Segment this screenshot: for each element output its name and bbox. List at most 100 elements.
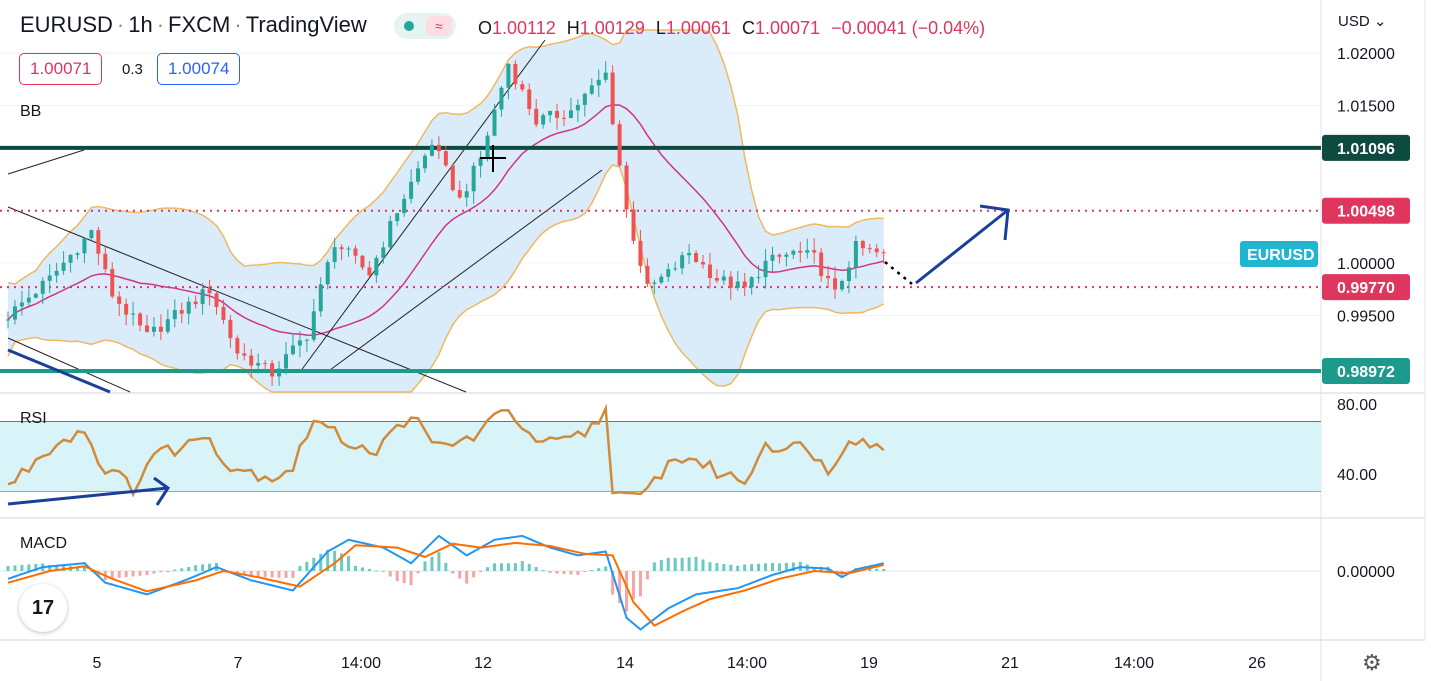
macd-hist-bar <box>388 571 392 577</box>
macd-hist-bar <box>124 571 128 578</box>
rsi-tick-1: 40.00 <box>1337 467 1377 484</box>
candle-body <box>534 108 539 125</box>
candle-body <box>840 281 844 290</box>
spread-value: 0.3 <box>122 61 143 78</box>
macd-hist-bar <box>291 571 295 579</box>
macd-hist-bar <box>354 565 357 571</box>
candle-body <box>325 262 330 285</box>
macd-hist-bar <box>437 552 441 571</box>
macd-hist-bar <box>583 571 587 572</box>
tradingview-logo[interactable]: 17 <box>19 584 67 632</box>
macd-hist-bar <box>409 571 413 586</box>
macd-hist-bar <box>486 567 490 571</box>
currency-selector[interactable]: USD ⌄ <box>1338 13 1387 30</box>
macd-hist-bar <box>604 566 608 571</box>
candle-body <box>443 151 448 166</box>
rsi-arrow-head <box>153 476 171 506</box>
candle-body <box>617 124 622 166</box>
candle-body <box>284 354 288 369</box>
price-tick-0: 1.02000 <box>1337 46 1395 63</box>
market-status-pill[interactable]: ≈ <box>394 13 456 39</box>
candle-body <box>6 319 10 321</box>
macd-hist-bar <box>76 566 79 571</box>
candle-body <box>117 296 122 304</box>
candle-body <box>339 247 344 250</box>
macd-hist-bar <box>562 571 566 575</box>
macd-hist-bar <box>590 569 594 571</box>
macd-hist-bar <box>548 571 552 574</box>
level-tag-0: 1.01096 <box>1337 141 1395 158</box>
projection-dots <box>884 261 913 285</box>
macd-hist-bar <box>402 571 406 584</box>
time-tick-4: 14 <box>616 655 634 672</box>
macd-hist-bar <box>249 571 253 577</box>
macd-hist-bar <box>465 571 469 584</box>
macd-hist-bar <box>187 566 191 571</box>
candle-body <box>589 85 594 94</box>
macd-hist-bar <box>736 565 740 571</box>
macd-hist-bar <box>416 571 420 574</box>
macd-hist-bar <box>764 563 768 571</box>
candle-body <box>506 63 511 88</box>
macd-hist-bar <box>152 571 156 574</box>
candle-body <box>624 165 629 210</box>
macd-hist-bar <box>284 571 288 578</box>
bb-lower-band <box>7 164 885 393</box>
macd-hist-bar <box>499 563 503 571</box>
macd-indicator-label[interactable]: MACD <box>20 535 68 552</box>
macd-histogram <box>6 549 886 612</box>
time-tick-3: 12 <box>474 655 492 672</box>
macd-hist-bar <box>374 570 378 572</box>
macd-hist-bar <box>347 556 351 571</box>
candle-body <box>124 303 129 315</box>
buy-price-button[interactable]: 1.00074 <box>157 53 241 85</box>
candle-body <box>26 297 31 303</box>
candle-body <box>228 319 233 339</box>
symbol-tag: EURUSD <box>1247 247 1315 264</box>
symbol-name[interactable]: EURUSD <box>20 12 113 37</box>
macd-hist-bar <box>701 559 705 571</box>
macd-hist-bar <box>638 571 642 597</box>
wave-icon: ≈ <box>426 16 452 36</box>
candle-body <box>429 144 434 156</box>
candle-body <box>423 155 427 169</box>
macd-hist-bar <box>451 571 455 574</box>
candle-body <box>367 267 372 276</box>
candle-body <box>520 84 525 90</box>
macd-hist-bar <box>117 571 121 578</box>
macd-hist-bar <box>513 563 517 571</box>
candle-body <box>645 265 650 284</box>
macd-hist-bar <box>777 563 781 571</box>
candle-body <box>270 363 275 377</box>
candle-body <box>249 355 254 366</box>
candle-body <box>874 248 879 253</box>
sell-price-button[interactable]: 1.00071 <box>19 53 103 85</box>
bb-indicator-label[interactable]: BB <box>20 103 42 120</box>
interval-label[interactable]: 1h <box>128 12 153 37</box>
macd-tick-0: 0.00000 <box>1337 564 1395 581</box>
macd-hist-bar <box>131 571 135 577</box>
candles <box>6 60 886 387</box>
candle-body <box>853 240 858 268</box>
candle-body <box>12 306 17 320</box>
candle-body <box>40 280 45 294</box>
rsi-indicator-label[interactable]: RSI <box>20 410 47 427</box>
macd-hist-bar <box>645 571 649 580</box>
macd-hist-bar <box>472 571 476 578</box>
macd-hist-bar <box>791 562 795 571</box>
candle-body <box>881 252 886 254</box>
candle-body <box>145 325 149 332</box>
candle-body <box>777 254 782 257</box>
candle-body <box>714 278 719 281</box>
candle-body <box>304 339 309 341</box>
settings-gear-icon[interactable]: ⚙ <box>1362 650 1382 675</box>
macd-hist-bar <box>652 562 656 571</box>
candle-body <box>701 261 705 265</box>
projection-arrow-shaft <box>915 208 1009 285</box>
candle-body <box>680 255 685 269</box>
macd-hist-bar <box>298 565 302 571</box>
macd-hist-bar <box>541 570 545 572</box>
candle-body <box>186 301 191 314</box>
